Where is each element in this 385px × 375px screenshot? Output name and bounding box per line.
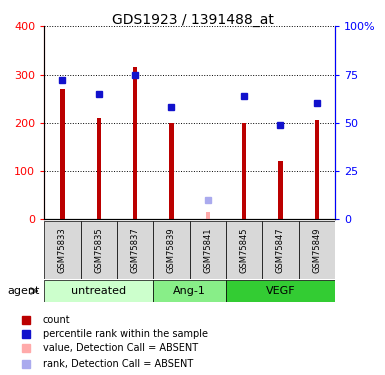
Bar [44, 280, 153, 302]
Bar [153, 221, 189, 279]
Text: count: count [43, 315, 70, 325]
Text: untreated: untreated [71, 286, 126, 296]
Text: GDS1923 / 1391488_at: GDS1923 / 1391488_at [112, 13, 273, 27]
Text: value, Detection Call = ABSENT: value, Detection Call = ABSENT [43, 344, 198, 353]
Bar [97, 118, 101, 219]
Bar [117, 221, 153, 279]
Bar [190, 221, 226, 279]
Text: Ang-1: Ang-1 [173, 286, 206, 296]
Bar [169, 123, 174, 219]
Text: GSM75845: GSM75845 [239, 228, 249, 273]
Bar [226, 280, 335, 302]
Text: GSM75837: GSM75837 [131, 227, 140, 273]
Text: VEGF: VEGF [266, 286, 295, 296]
Text: GSM75847: GSM75847 [276, 228, 285, 273]
Text: GSM75833: GSM75833 [58, 227, 67, 273]
Bar [153, 280, 226, 302]
Text: GSM75839: GSM75839 [167, 228, 176, 273]
Text: GSM75849: GSM75849 [312, 228, 321, 273]
Text: agent: agent [7, 286, 39, 296]
Bar [262, 221, 299, 279]
Bar [44, 221, 80, 279]
Bar [60, 89, 65, 219]
Bar [315, 120, 319, 219]
Bar [133, 67, 137, 219]
Bar [226, 221, 262, 279]
Text: rank, Detection Call = ABSENT: rank, Detection Call = ABSENT [43, 359, 193, 369]
Text: GSM75835: GSM75835 [94, 228, 103, 273]
Bar [206, 212, 209, 219]
Bar [278, 161, 283, 219]
Text: GSM75841: GSM75841 [203, 228, 212, 273]
Bar [299, 221, 335, 279]
Text: percentile rank within the sample: percentile rank within the sample [43, 329, 208, 339]
Bar [80, 221, 117, 279]
Bar [242, 123, 246, 219]
